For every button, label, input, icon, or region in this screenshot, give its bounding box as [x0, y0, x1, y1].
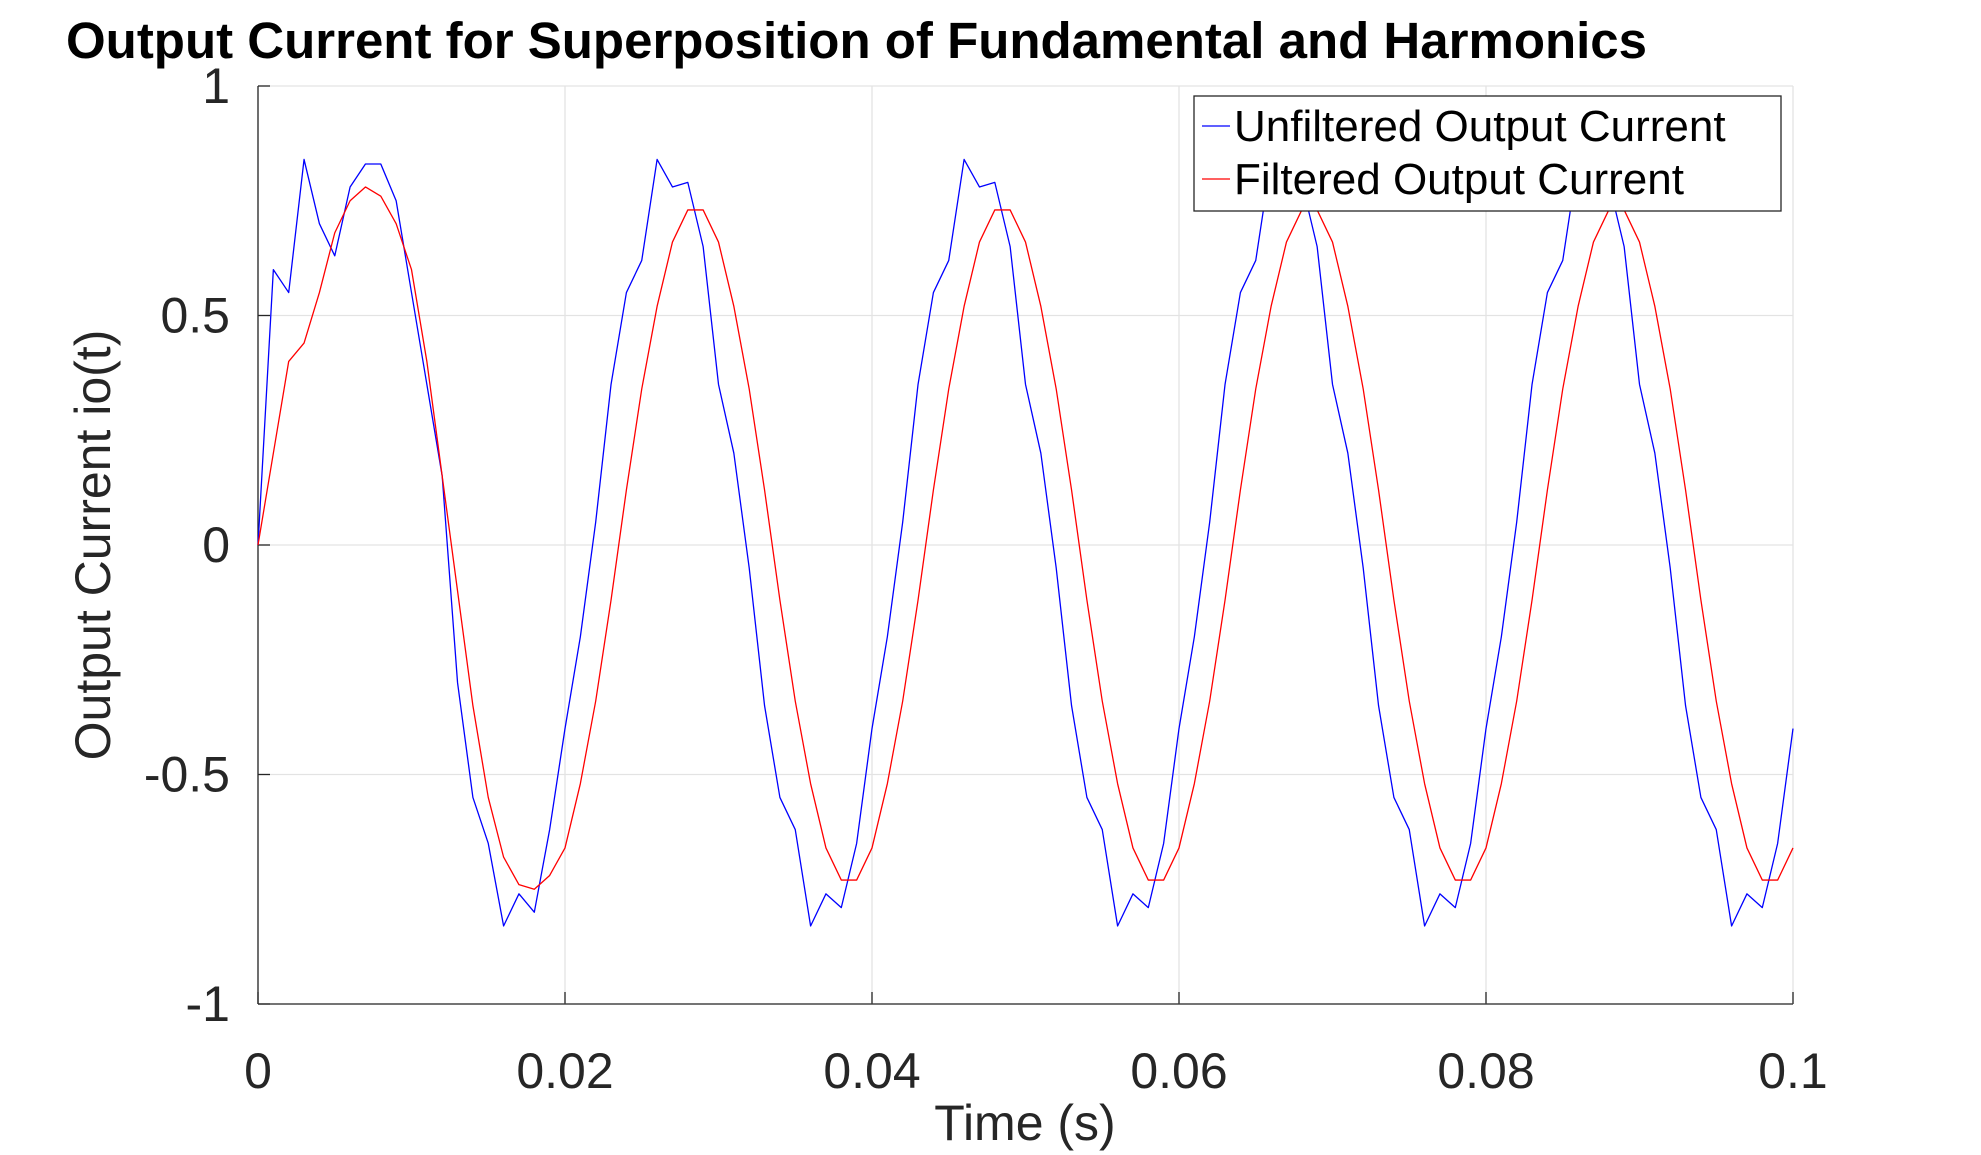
x-tick-label: 0.02 — [516, 1043, 613, 1099]
y-tick-label: -1 — [186, 976, 230, 1032]
legend-label: Unfiltered Output Current — [1234, 102, 1726, 151]
y-tick-label: 0.5 — [160, 288, 230, 344]
x-tick-label: 0.06 — [1130, 1043, 1227, 1099]
x-tick-label: 0.04 — [823, 1043, 920, 1099]
x-tick-label: 0 — [244, 1043, 272, 1099]
series-line — [257, 158, 1794, 927]
x-axis-label: Time (s) — [934, 1095, 1115, 1151]
x-tick-label: 0.1 — [1758, 1043, 1828, 1099]
legend-box — [1193, 95, 1782, 212]
chart-title: Output Current for Superposition of Fund… — [66, 12, 1647, 69]
y-tick-label: 1 — [202, 58, 230, 114]
y-axis-label: Output Current io(t) — [65, 330, 121, 761]
y-tick-label: 0 — [202, 517, 230, 573]
x-tick-label: 0.08 — [1437, 1043, 1534, 1099]
legend-label: Filtered Output Current — [1234, 155, 1684, 204]
y-tick-label: -0.5 — [144, 747, 230, 803]
series-line — [257, 186, 1794, 890]
